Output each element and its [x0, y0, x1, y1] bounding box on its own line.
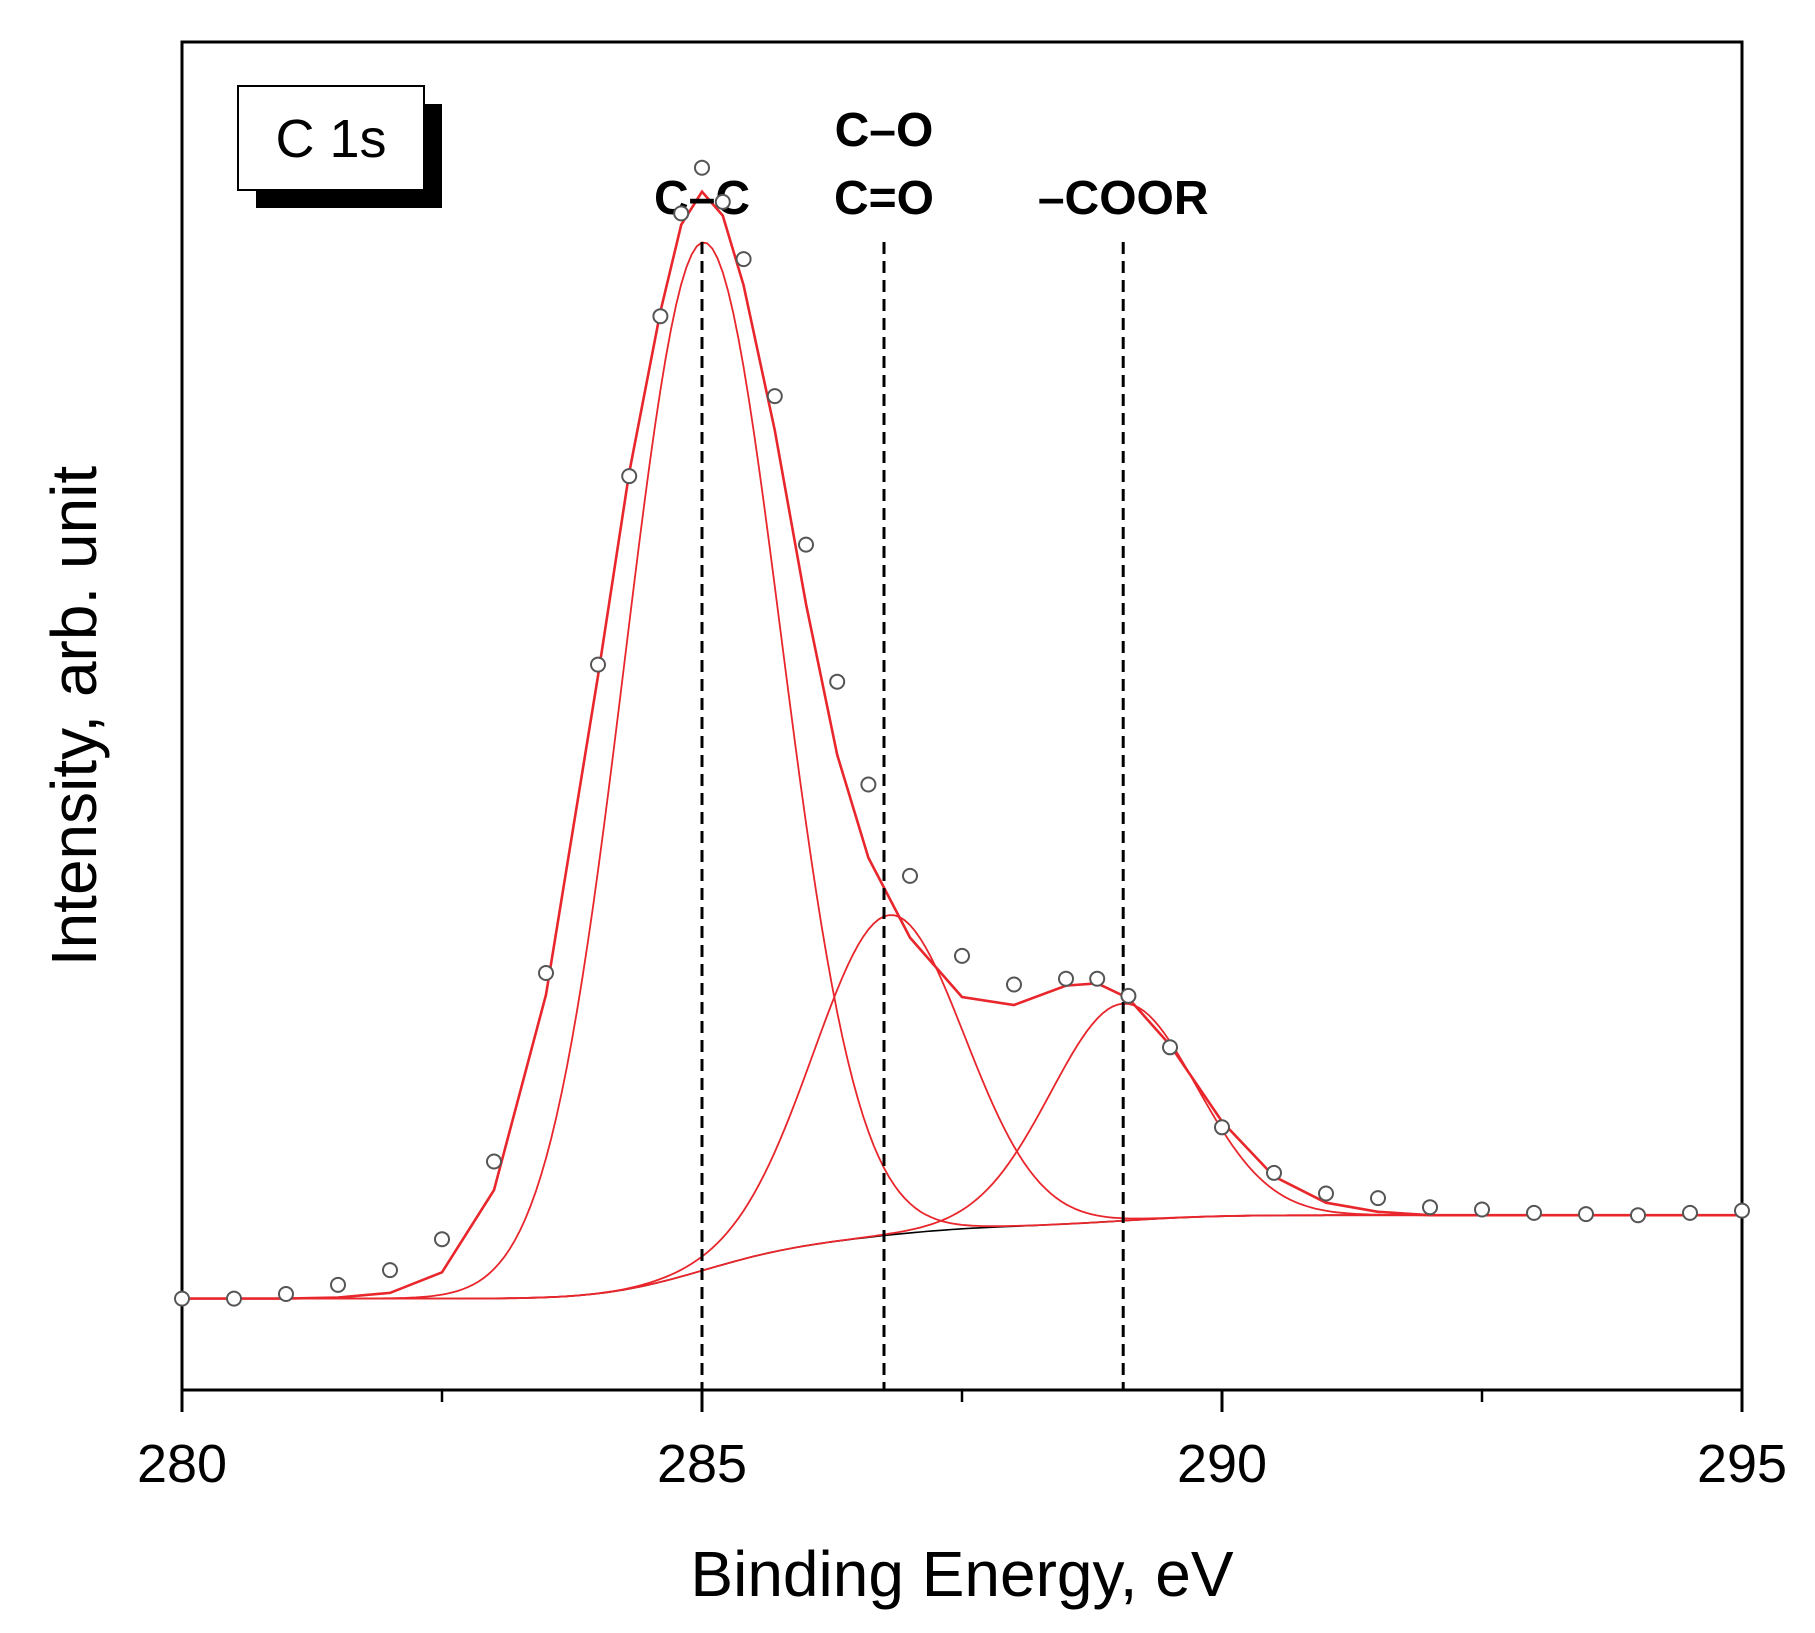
data-point — [1370, 1190, 1386, 1207]
data-point — [1266, 1164, 1282, 1181]
data-point — [590, 656, 606, 673]
data-point — [382, 1262, 398, 1279]
data-point — [1089, 970, 1106, 987]
data-point — [1318, 1185, 1334, 1202]
component-peak-2 — [182, 914, 1742, 1300]
data-point — [434, 1231, 450, 1248]
peak-label: C=O — [834, 172, 934, 225]
data-point — [1422, 1199, 1438, 1216]
data-point — [829, 673, 846, 690]
data-point — [714, 193, 731, 210]
data-point — [1120, 987, 1137, 1004]
x-tick-label: 295 — [1697, 1434, 1787, 1494]
data-point — [673, 205, 690, 222]
data-point — [694, 159, 710, 176]
y-axis-title: Intensity, arb. unit — [38, 466, 110, 967]
data-point — [538, 965, 554, 981]
legend-box-label: C 1s — [275, 109, 386, 169]
data-point — [621, 468, 638, 485]
data-point — [1734, 1202, 1750, 1219]
data-point — [1058, 970, 1074, 987]
data-point — [766, 388, 783, 405]
component-peak-3 — [182, 1002, 1742, 1300]
data-point — [735, 251, 752, 268]
component-peak-1 — [182, 241, 1742, 1300]
x-tick-label: 290 — [1177, 1434, 1267, 1494]
data-point — [1474, 1201, 1490, 1218]
data-point — [902, 867, 918, 884]
data-point — [226, 1290, 242, 1307]
peak-label: –COOR — [1038, 172, 1209, 225]
data-point — [1162, 1039, 1178, 1056]
peak-label: C–O — [835, 104, 934, 157]
data-point — [652, 308, 669, 325]
plot-frame — [180, 40, 1744, 1392]
x-tick-label: 280 — [137, 1434, 227, 1494]
data-point — [1682, 1204, 1698, 1221]
data-point — [954, 947, 970, 964]
data-point — [1630, 1207, 1646, 1224]
peak-label: C–C — [654, 172, 750, 225]
background-line — [182, 1214, 1742, 1300]
x-axis-title: Binding Energy, eV — [690, 1538, 1233, 1610]
data-point — [486, 1153, 502, 1170]
data-point — [860, 776, 877, 793]
data-point — [330, 1276, 346, 1293]
x-tick-label: 285 — [657, 1434, 747, 1494]
legend-box — [237, 85, 425, 191]
data-point — [1526, 1204, 1542, 1221]
data-point — [798, 536, 814, 553]
data-point — [278, 1286, 294, 1302]
data-point — [1214, 1119, 1230, 1136]
data-point — [1578, 1206, 1594, 1223]
data-point — [174, 1290, 190, 1307]
fit-envelope-line — [182, 189, 1742, 1300]
data-point — [1006, 976, 1022, 993]
